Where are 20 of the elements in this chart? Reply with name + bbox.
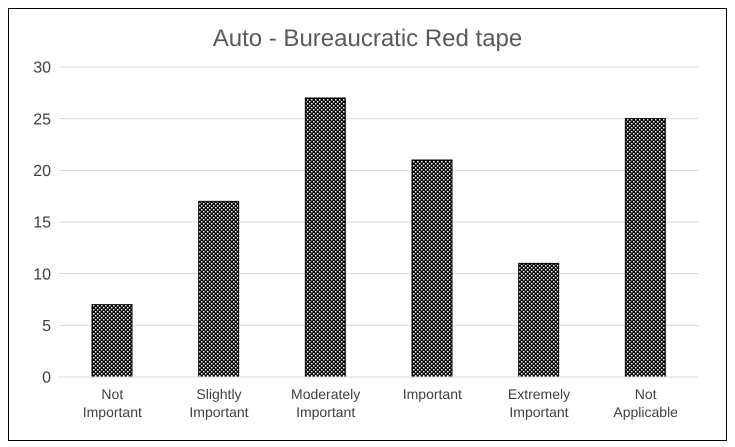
- y-tick-label: 30: [33, 60, 52, 77]
- chart-title: Auto - Bureaucratic Red tape: [212, 25, 524, 54]
- x-tick-label: Slightly Important: [189, 386, 249, 420]
- y-tick-label: 5: [42, 318, 52, 336]
- y-tick-label: 0: [42, 370, 52, 387]
- bar: [518, 262, 560, 377]
- x-tick-label: Important: [402, 386, 462, 402]
- x-tick-label: Not Important: [82, 386, 142, 420]
- x-tick-label: Moderately Important: [291, 386, 360, 420]
- x-tick-label: Not Applicable: [613, 386, 678, 420]
- x-tick-label: Extremely Important: [508, 386, 570, 420]
- y-tick-label: 10: [33, 266, 52, 284]
- bar: [412, 160, 452, 377]
- y-tick-label: 20: [33, 163, 52, 180]
- y-tick-label: 15: [33, 214, 52, 232]
- y-tick-label: 25: [33, 111, 52, 128]
- bar: [198, 200, 240, 377]
- bar: [304, 98, 346, 377]
- bar: [92, 304, 132, 377]
- bar: [624, 118, 666, 377]
